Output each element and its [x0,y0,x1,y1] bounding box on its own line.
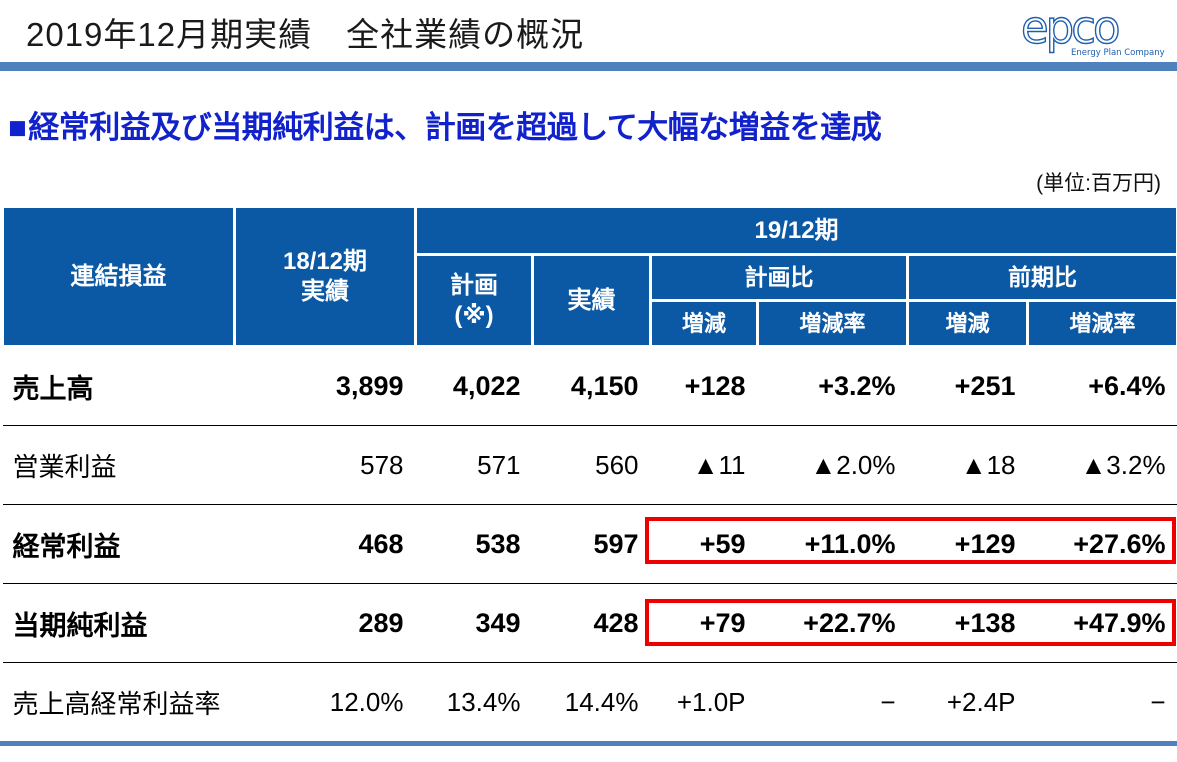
cell-prev-actual: 468 [234,504,416,584]
cell-vs-plan-diff: +128 [650,346,758,426]
row-ordinary-income: 経常利益 468 538 597 +59 +11.0% +129 +27.6% [2,504,1177,584]
cell-plan: 571 [415,425,533,505]
row-operating-income: 営業利益 578 571 560 ▲11 ▲2.0% ▲18 ▲3.2% [2,425,1177,505]
cell-vs-prev-diff: +129 [907,504,1028,584]
cell-vs-plan-rate: ▲2.0% [757,425,908,505]
cell-prev-actual: 12.0% [329,686,404,717]
row-label: 営業利益 [2,425,235,505]
epco-logo-icon: epco Energy Plan Company [1020,0,1165,58]
headline-text: 経常利益及び当期純利益は、計画を超過して大幅な増益を達成 [28,110,882,145]
header-vs-plan: 計画比 [649,253,909,302]
header-plan: 計画 (※) [414,253,534,348]
cell-vs-plan-diff: +59 [650,504,758,584]
cell-vs-prev-diff: +2.4P [946,686,1016,717]
cell-actual: 560 [532,425,651,505]
row-label: 当期純利益 [2,583,235,663]
cell-plan: 4,022 [415,346,533,426]
row-ordinary-income-margin: 売上高経常利益率 12.0% 13.4% 14.4% +1.0P − +2.4P… [3,663,1177,742]
cell-vs-prev-diff: +251 [907,346,1028,426]
header-consolidated-pl: 連結損益 [1,205,236,348]
cell-vs-plan-rate: +22.7% [757,583,908,663]
cell-actual: 4,150 [532,346,651,426]
cell-prev-actual: 289 [234,583,416,663]
header-plan-line2: (※) [454,301,494,329]
cell-plan: 538 [415,504,533,584]
header-vs-plan-diff-rate: 増減率 [756,299,909,348]
cell-vs-prev-rate: ▲3.2% [1027,425,1177,505]
logo-tagline: Energy Plan Company [1071,48,1165,58]
cell-vs-prev-rate: +6.4% [1027,346,1177,426]
cell-plan: 349 [415,583,533,663]
title-divider-rule [0,62,1177,71]
header-vs-plan-diff: 増減 [649,299,759,348]
cell-vs-plan-diff: ▲11 [650,425,758,505]
logo-wordmark: epco [1021,2,1119,54]
cell-vs-plan-rate: − [880,686,896,717]
unit-note: (単位:百万円) [1036,172,1161,195]
bottom-divider-rule [0,741,1177,746]
row-label: 売上高 [2,346,235,426]
header-prev-period-line2: 実績 [301,277,349,305]
row-net-income: 当期純利益 289 349 428 +79 +22.7% +138 +47.9% [2,583,1177,663]
cell-actual: 597 [532,504,651,584]
cell-vs-plan-diff: +1.0P [676,686,746,717]
cell-vs-plan-rate: +3.2% [757,346,908,426]
cell-plan: 13.4% [446,686,521,717]
results-table-wrap: 連結損益 18/12期 実績 19/12期 計画 (※) 実績 計画比 前期比 [1,205,1177,742]
cell-vs-prev-diff: +138 [907,583,1028,663]
row-net-sales: 売上高 3,899 4,022 4,150 +128 +3.2% +251 +6… [2,346,1177,426]
header-prev-period: 18/12期 実績 [233,205,417,348]
header-vs-prev: 前期比 [905,253,1177,302]
epco-logo: epco Energy Plan Company [1013,0,1165,65]
row-label: 経常利益 [2,504,235,584]
cell-prev-actual: 3,899 [234,346,416,426]
header-prev-period-line1: 18/12期 [282,247,368,275]
header-current-period: 19/12期 [413,205,1177,256]
header-vs-prev-diff: 増減 [906,299,1029,348]
cell-vs-plan-rate: +11.0% [757,504,908,584]
cell-vs-prev-rate: − [1150,686,1166,717]
row-label: 売上高経常利益率 [12,688,221,719]
page-title: 2019年12月期実績 全社業績の概況 [26,16,585,53]
cell-vs-prev-rate: +47.9% [1027,583,1177,663]
headline: ■経常利益及び当期純利益は、計画を超過して大幅な増益を達成 [8,102,882,147]
cell-vs-plan-diff: +79 [650,583,758,663]
cell-prev-actual: 578 [234,425,416,505]
header-vs-prev-diff-rate: 増減率 [1025,299,1177,348]
cell-vs-prev-rate: +27.6% [1027,504,1177,584]
square-bullet-icon: ■ [8,110,27,145]
cell-actual: 428 [532,583,651,663]
cell-actual: 14.4% [564,686,639,717]
cell-vs-prev-diff: ▲18 [907,425,1028,505]
header-plan-line1: 計画 [450,271,498,299]
header-actual: 実績 [531,253,652,348]
results-table: 連結損益 18/12期 実績 19/12期 計画 (※) 実績 計画比 前期比 [1,205,1177,742]
